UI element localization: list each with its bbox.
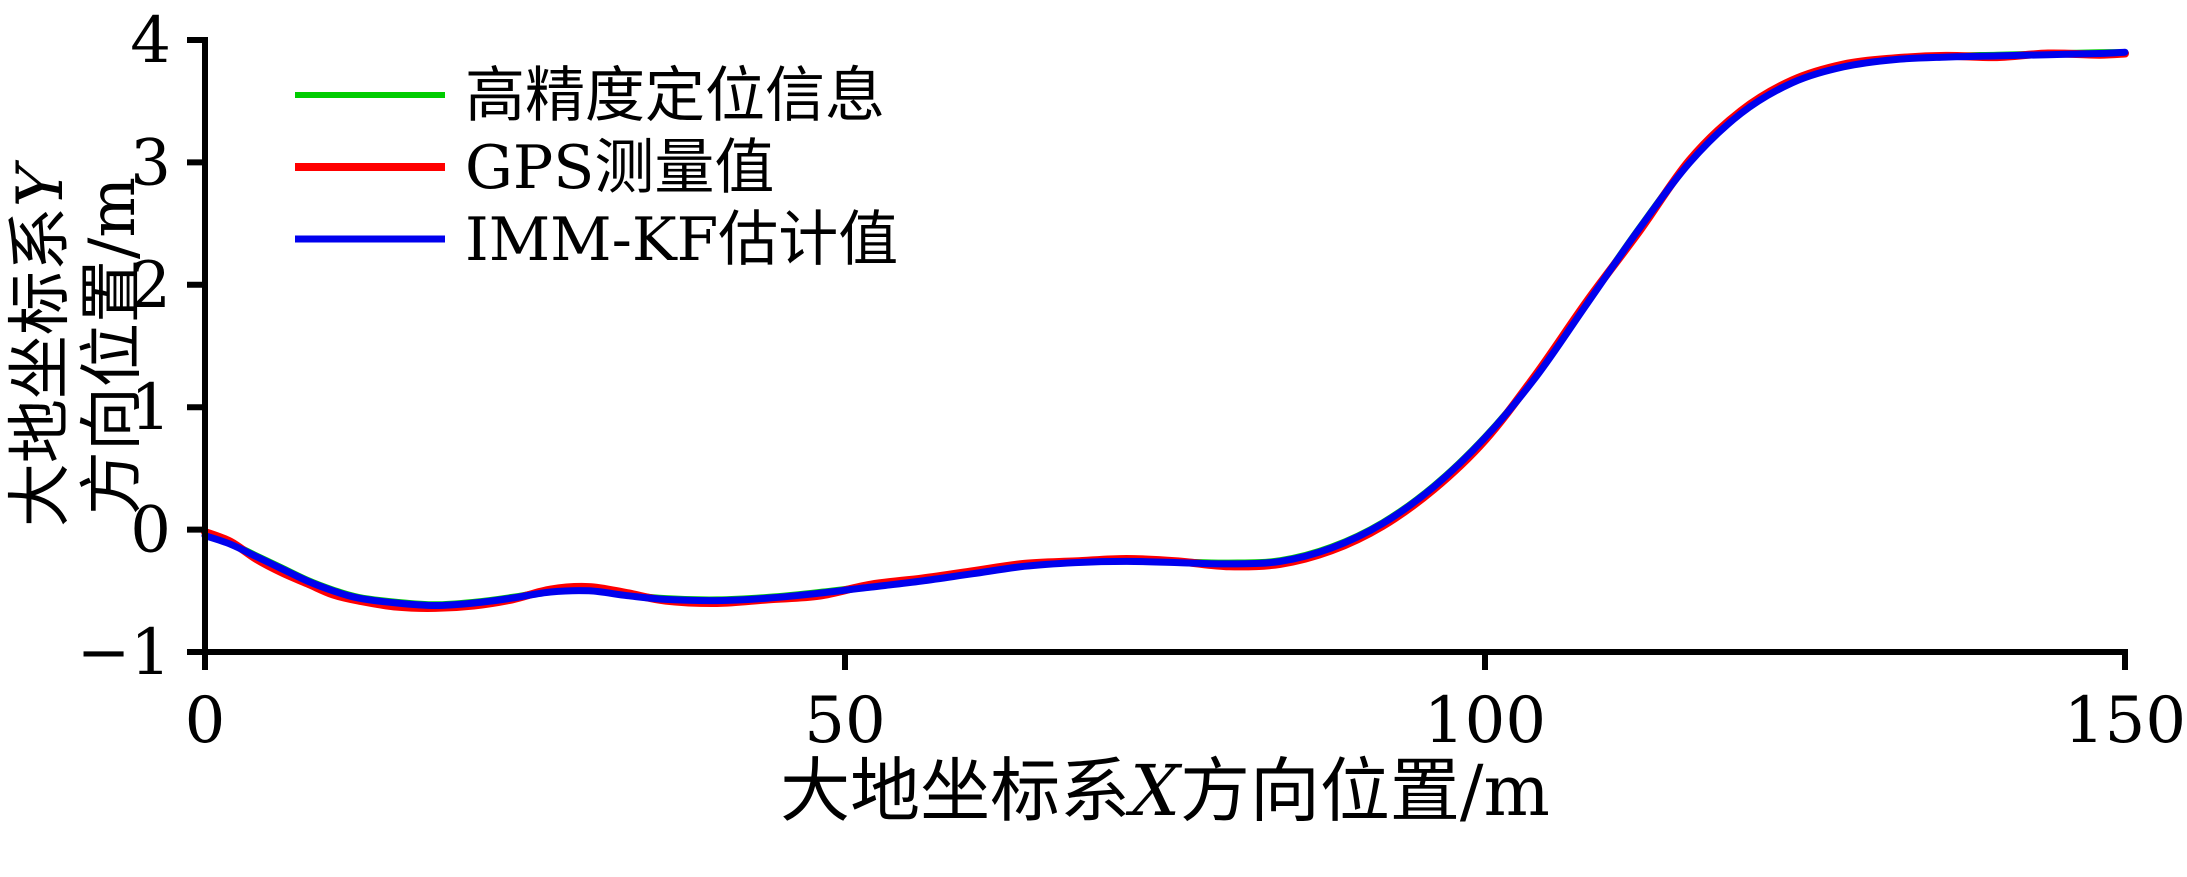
y-tick-label: 4 — [130, 4, 171, 78]
axes-group — [187, 37, 2128, 670]
x-tick-label: 100 — [1424, 684, 1546, 758]
y-axis-label-line2: 方向位置/m — [76, 177, 150, 515]
x-tick-label: 150 — [2064, 684, 2186, 758]
y-tick-label: 0 — [130, 494, 171, 568]
legend-label: GPS测量值 — [465, 133, 774, 203]
legend-label: IMM-KF估计值 — [465, 205, 898, 275]
legend-label: 高精度定位信息 — [465, 61, 885, 131]
y-tick-label: 1 — [130, 371, 171, 445]
y-tick-label: 3 — [130, 126, 171, 200]
y-tick-label: −1 — [77, 616, 171, 690]
y-tick-label: 2 — [130, 249, 171, 323]
legend-item-2: IMM-KF估计值 — [295, 205, 898, 275]
x-tick-label: 50 — [804, 684, 885, 758]
x-axis-label: 大地坐标系X方向位置/m — [780, 750, 1550, 832]
x-tick-label: 0 — [185, 684, 226, 758]
legend-item-1: GPS测量值 — [295, 133, 774, 203]
legend-item-0: 高精度定位信息 — [295, 61, 885, 131]
y-axis-label-line1: 大地坐标系Y — [4, 159, 78, 527]
series-group — [201, 48, 2129, 612]
series-line-2 — [201, 48, 2129, 609]
